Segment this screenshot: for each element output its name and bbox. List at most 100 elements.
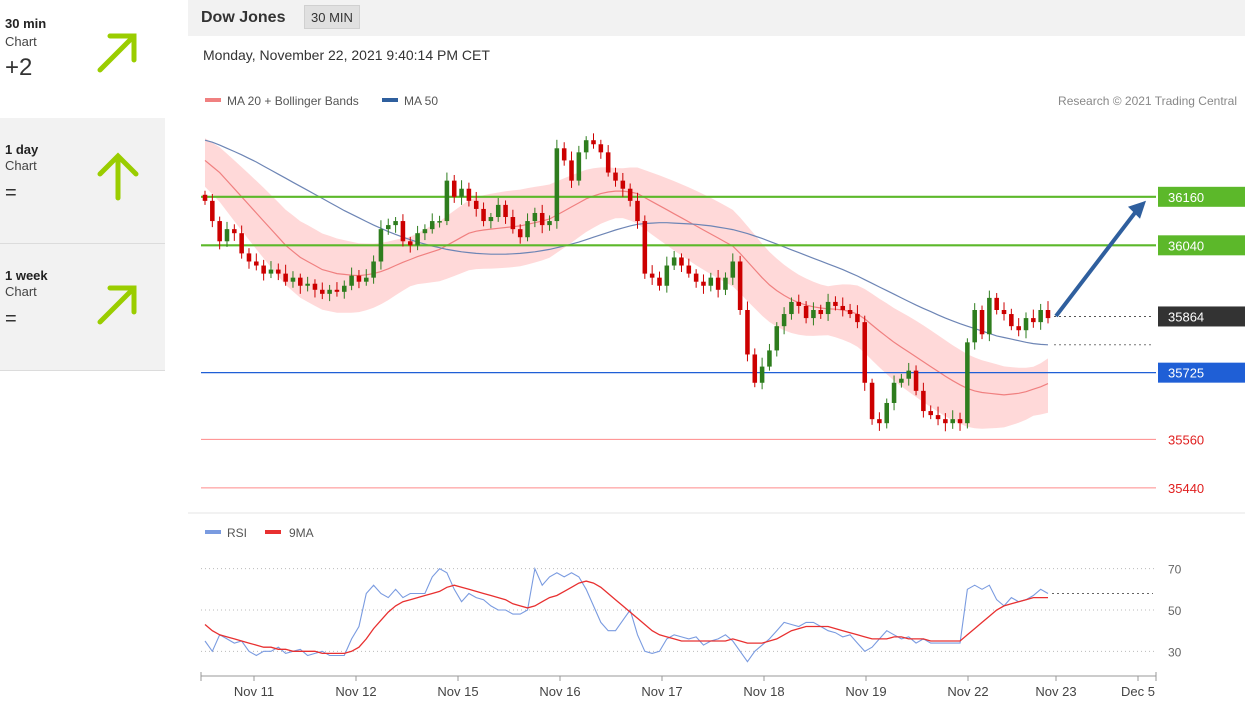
ma20-legend-label: MA 20 + Bollinger Bands	[227, 94, 359, 108]
candle-down	[649, 273, 655, 278]
candle-down	[635, 200, 640, 222]
candle-down	[503, 204, 508, 218]
current-price-label: 35864	[1168, 309, 1204, 324]
candle-up	[437, 221, 442, 223]
tf-score: =	[5, 182, 17, 204]
candle-down	[210, 200, 215, 222]
candle-up	[825, 301, 831, 315]
candle-down	[833, 301, 838, 306]
candle-up	[554, 148, 560, 222]
candle-down	[283, 273, 288, 282]
candle-up	[429, 221, 435, 230]
forecast-arrow	[1054, 200, 1146, 318]
candle-up	[415, 233, 420, 246]
chart-header: Dow Jones 30 MIN	[188, 0, 1245, 36]
candle-up	[774, 326, 780, 351]
candle-up	[891, 382, 897, 403]
candle-up	[884, 402, 890, 424]
candle-up	[268, 269, 274, 274]
candle-down	[481, 208, 486, 222]
candle-up	[371, 261, 376, 278]
candle-down	[407, 241, 413, 246]
candle-down	[869, 382, 875, 420]
x-axis-tick-label: Nov 18	[743, 684, 784, 699]
candle-up	[811, 310, 816, 319]
candle-up	[671, 257, 677, 266]
candle-down	[605, 152, 611, 173]
candle-down	[620, 180, 626, 189]
resistance-price-label: 36040	[1168, 238, 1204, 253]
candle-up	[987, 297, 992, 335]
tf-card-30min[interactable]: 30 min Chart +2	[0, 0, 165, 125]
candle-up	[730, 261, 736, 278]
candle-down	[276, 269, 281, 274]
tf-subtitle: Chart	[5, 158, 37, 173]
bollinger-band-area	[205, 138, 1048, 429]
candle-down	[202, 194, 208, 201]
ma20-legend-swatch	[205, 98, 221, 102]
current-price-tag	[1158, 306, 1245, 327]
candle-down	[334, 289, 340, 292]
candle-down	[591, 140, 596, 145]
tf-card-1week[interactable]: 1 week Chart =	[0, 244, 165, 371]
candle-down	[840, 305, 846, 310]
candle-up	[459, 188, 464, 197]
candle-down	[943, 419, 948, 424]
forecast-arrow-head	[1128, 200, 1146, 219]
rsi-ma-line	[204, 580, 1048, 655]
candle-up	[525, 221, 530, 238]
tf-score: +2	[5, 54, 33, 81]
tf-card-1day[interactable]: 1 day Chart =	[0, 118, 165, 244]
candle-down	[862, 322, 868, 383]
candle-up	[664, 265, 670, 286]
candle-down	[569, 160, 574, 181]
tf-title: 1 week	[5, 268, 48, 283]
rsi-legend-label: RSI	[227, 526, 247, 540]
candle-down	[921, 390, 926, 412]
candle-down	[847, 310, 853, 315]
candle-down	[935, 415, 941, 420]
arrow-up-icon	[97, 152, 139, 201]
support-price-tag	[1158, 362, 1245, 383]
tf-title: 1 day	[5, 142, 39, 157]
candle-up	[965, 342, 970, 424]
ma50-legend-swatch	[382, 98, 398, 102]
resistance-price-label: 36160	[1168, 190, 1204, 205]
candle-down	[1045, 310, 1051, 319]
candle-up	[444, 180, 450, 222]
candle-up	[767, 350, 772, 367]
candle-up	[378, 229, 384, 262]
candle-down	[752, 354, 758, 383]
ma50-legend-label: MA 50	[404, 94, 438, 108]
candle-down	[232, 229, 237, 234]
candle-up	[290, 277, 296, 282]
x-axis-tick-label: Nov 12	[335, 684, 376, 699]
candle-down	[561, 148, 567, 161]
candle-up	[906, 370, 911, 379]
candle-up	[708, 277, 714, 286]
tf-subtitle: Chart	[5, 34, 37, 49]
candle-down	[261, 265, 266, 274]
rsi-ma-legend-label: 9MA	[289, 526, 314, 540]
rsi-level-label: 70	[1168, 563, 1182, 577]
timeframe-selector[interactable]: 30 MIN	[304, 5, 360, 29]
candle-down	[679, 257, 684, 266]
rsi-panel: 70 50 30	[201, 563, 1182, 663]
x-axis-tick-label: Nov 16	[539, 684, 580, 699]
arrow-up-right-icon	[97, 285, 137, 325]
candle-down	[298, 277, 303, 286]
instrument-name: Dow Jones	[201, 9, 286, 26]
candlesticks	[202, 133, 1051, 432]
candle-up	[363, 277, 369, 282]
candle-up	[1038, 310, 1043, 323]
rsi-ma-legend-swatch	[265, 530, 281, 534]
candle-down	[254, 261, 259, 266]
moving-averages	[204, 139, 1049, 396]
candle-down	[356, 275, 362, 282]
support-price-label: 35440	[1168, 481, 1204, 496]
ma50-line	[204, 139, 1049, 346]
candle-up	[899, 378, 904, 383]
candle-up	[305, 283, 310, 286]
price-chart[interactable]: MA 20 + Bollinger Bands MA 50 Research ©…	[188, 0, 1245, 710]
candle-up	[547, 221, 552, 226]
